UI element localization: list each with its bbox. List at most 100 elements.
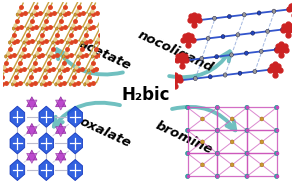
Polygon shape	[27, 97, 37, 107]
Circle shape	[29, 69, 32, 72]
Circle shape	[44, 69, 46, 72]
Circle shape	[19, 55, 22, 58]
Circle shape	[185, 128, 190, 133]
Circle shape	[66, 41, 69, 44]
Circle shape	[81, 41, 83, 44]
Circle shape	[215, 105, 219, 110]
Circle shape	[185, 105, 190, 110]
Circle shape	[8, 41, 11, 44]
Circle shape	[45, 13, 48, 16]
Circle shape	[62, 55, 65, 58]
Circle shape	[230, 163, 234, 167]
Circle shape	[238, 71, 242, 75]
Polygon shape	[27, 153, 37, 163]
Circle shape	[260, 140, 264, 144]
Circle shape	[201, 117, 204, 121]
Circle shape	[11, 83, 14, 86]
Circle shape	[201, 140, 204, 144]
Circle shape	[230, 53, 233, 57]
Circle shape	[274, 174, 279, 179]
Polygon shape	[39, 133, 54, 154]
Text: H₂bic: H₂bic	[122, 85, 170, 104]
Polygon shape	[27, 150, 37, 160]
Circle shape	[179, 78, 182, 82]
Text: acetate: acetate	[77, 37, 133, 73]
Polygon shape	[68, 106, 83, 127]
Circle shape	[40, 83, 43, 86]
Circle shape	[185, 58, 189, 62]
Circle shape	[27, 27, 29, 30]
Circle shape	[260, 117, 264, 121]
Circle shape	[88, 13, 91, 16]
Circle shape	[274, 47, 278, 52]
Polygon shape	[39, 106, 54, 127]
Circle shape	[287, 7, 291, 12]
Circle shape	[16, 13, 19, 16]
Circle shape	[268, 68, 272, 72]
Polygon shape	[55, 127, 66, 137]
Circle shape	[206, 36, 210, 40]
Circle shape	[227, 14, 231, 19]
Circle shape	[58, 69, 61, 72]
Circle shape	[208, 75, 212, 79]
Circle shape	[31, 13, 33, 16]
Circle shape	[260, 163, 264, 167]
Text: nocoligand: nocoligand	[135, 28, 215, 74]
Circle shape	[48, 55, 51, 58]
Circle shape	[85, 27, 87, 30]
Circle shape	[84, 83, 86, 86]
Circle shape	[274, 128, 279, 133]
Circle shape	[5, 55, 7, 58]
Circle shape	[73, 69, 75, 72]
Circle shape	[69, 83, 72, 86]
Circle shape	[213, 16, 216, 20]
Circle shape	[74, 13, 77, 16]
Circle shape	[245, 105, 249, 110]
Circle shape	[185, 174, 190, 179]
Polygon shape	[68, 133, 83, 154]
Circle shape	[215, 55, 218, 59]
Circle shape	[26, 83, 28, 86]
Circle shape	[37, 41, 40, 44]
Circle shape	[56, 27, 58, 30]
Circle shape	[185, 151, 190, 156]
Circle shape	[244, 51, 248, 55]
Circle shape	[55, 83, 57, 86]
Circle shape	[215, 174, 219, 179]
Circle shape	[198, 18, 201, 22]
Polygon shape	[68, 160, 83, 180]
Circle shape	[245, 174, 249, 179]
Polygon shape	[55, 123, 66, 133]
Circle shape	[60, 13, 62, 16]
Polygon shape	[10, 106, 25, 127]
Circle shape	[230, 140, 234, 144]
Circle shape	[1, 69, 3, 72]
Circle shape	[230, 117, 234, 121]
Circle shape	[221, 35, 225, 39]
Circle shape	[223, 73, 227, 77]
Polygon shape	[27, 100, 37, 110]
Circle shape	[242, 13, 246, 17]
Circle shape	[200, 56, 204, 61]
Text: oxalate: oxalate	[77, 115, 133, 150]
Circle shape	[201, 163, 204, 167]
Polygon shape	[27, 123, 37, 133]
Polygon shape	[55, 100, 66, 110]
Circle shape	[41, 27, 44, 30]
Circle shape	[95, 41, 98, 44]
Polygon shape	[55, 150, 66, 160]
Circle shape	[253, 69, 257, 74]
Circle shape	[34, 55, 36, 58]
Circle shape	[257, 11, 261, 15]
Circle shape	[191, 38, 195, 42]
Circle shape	[77, 55, 79, 58]
Circle shape	[87, 69, 90, 72]
Circle shape	[12, 27, 15, 30]
Circle shape	[274, 151, 279, 156]
Circle shape	[15, 69, 18, 72]
Polygon shape	[10, 133, 25, 154]
Circle shape	[236, 33, 240, 37]
Circle shape	[91, 55, 94, 58]
Circle shape	[245, 151, 249, 156]
Circle shape	[266, 29, 270, 33]
